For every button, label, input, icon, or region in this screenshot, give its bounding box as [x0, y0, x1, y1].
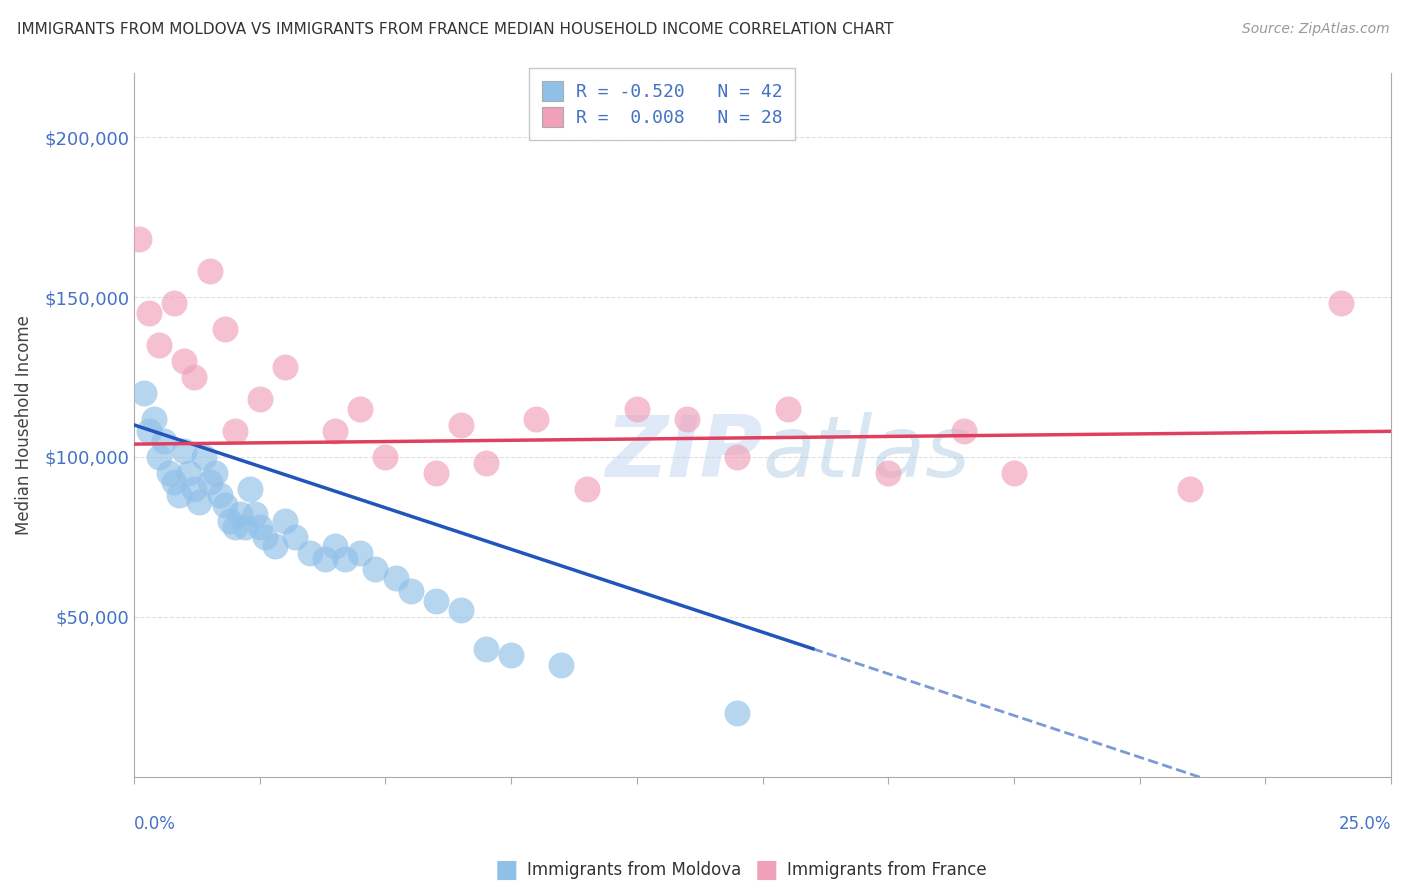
- Text: ■: ■: [495, 858, 517, 881]
- Point: [214, 322, 236, 336]
- Point: [148, 450, 170, 464]
- Point: [138, 306, 160, 320]
- Point: [725, 450, 748, 464]
- Point: [163, 475, 186, 490]
- Point: [274, 360, 297, 375]
- Point: [153, 434, 176, 448]
- Point: [323, 540, 346, 554]
- Point: [173, 354, 195, 368]
- Point: [299, 546, 322, 560]
- Point: [193, 450, 215, 464]
- Point: [128, 232, 150, 246]
- Point: [224, 425, 246, 439]
- Legend: R = -0.520   N = 42, R =  0.008   N = 28: R = -0.520 N = 42, R = 0.008 N = 28: [529, 68, 796, 139]
- Point: [349, 401, 371, 416]
- Point: [148, 338, 170, 352]
- Point: [364, 562, 387, 576]
- Point: [188, 494, 211, 508]
- Point: [399, 584, 422, 599]
- Point: [550, 657, 572, 672]
- Point: [1002, 466, 1025, 480]
- Point: [952, 425, 974, 439]
- Point: [676, 411, 699, 425]
- Point: [233, 520, 256, 534]
- Point: [214, 498, 236, 512]
- Text: Source: ZipAtlas.com: Source: ZipAtlas.com: [1241, 22, 1389, 37]
- Point: [323, 425, 346, 439]
- Point: [450, 603, 472, 617]
- Text: atlas: atlas: [762, 411, 970, 494]
- Point: [1330, 296, 1353, 310]
- Point: [183, 482, 205, 496]
- Text: 25.0%: 25.0%: [1339, 815, 1391, 833]
- Text: ■: ■: [755, 858, 778, 881]
- Point: [450, 417, 472, 432]
- Point: [374, 450, 396, 464]
- Point: [725, 706, 748, 720]
- Point: [239, 482, 262, 496]
- Point: [243, 508, 266, 522]
- Point: [157, 466, 180, 480]
- Point: [198, 475, 221, 490]
- Y-axis label: Median Household Income: Median Household Income: [15, 315, 32, 535]
- Point: [349, 546, 371, 560]
- Point: [179, 466, 201, 480]
- Point: [198, 264, 221, 278]
- Text: ZIP: ZIP: [605, 411, 762, 494]
- Point: [1178, 482, 1201, 496]
- Point: [263, 540, 285, 554]
- Text: IMMIGRANTS FROM MOLDOVA VS IMMIGRANTS FROM FRANCE MEDIAN HOUSEHOLD INCOME CORREL: IMMIGRANTS FROM MOLDOVA VS IMMIGRANTS FR…: [17, 22, 893, 37]
- Point: [138, 425, 160, 439]
- Point: [249, 392, 271, 407]
- Point: [524, 411, 547, 425]
- Text: 0.0%: 0.0%: [134, 815, 176, 833]
- Point: [218, 514, 240, 528]
- Point: [228, 508, 250, 522]
- Point: [173, 443, 195, 458]
- Point: [335, 552, 357, 566]
- Point: [134, 386, 156, 401]
- Point: [284, 530, 307, 544]
- Point: [163, 296, 186, 310]
- Point: [169, 488, 191, 502]
- Point: [425, 594, 447, 608]
- Text: Immigrants from France: Immigrants from France: [787, 861, 987, 879]
- Point: [183, 370, 205, 384]
- Point: [249, 520, 271, 534]
- Point: [204, 466, 226, 480]
- Point: [314, 552, 336, 566]
- Point: [575, 482, 598, 496]
- Point: [425, 466, 447, 480]
- Point: [384, 571, 406, 585]
- Point: [776, 401, 799, 416]
- Point: [877, 466, 900, 480]
- Point: [224, 520, 246, 534]
- Point: [475, 456, 498, 470]
- Point: [208, 488, 231, 502]
- Point: [501, 648, 523, 662]
- Text: Immigrants from Moldova: Immigrants from Moldova: [527, 861, 741, 879]
- Point: [143, 411, 166, 425]
- Point: [253, 530, 276, 544]
- Point: [274, 514, 297, 528]
- Point: [626, 401, 648, 416]
- Point: [475, 641, 498, 656]
